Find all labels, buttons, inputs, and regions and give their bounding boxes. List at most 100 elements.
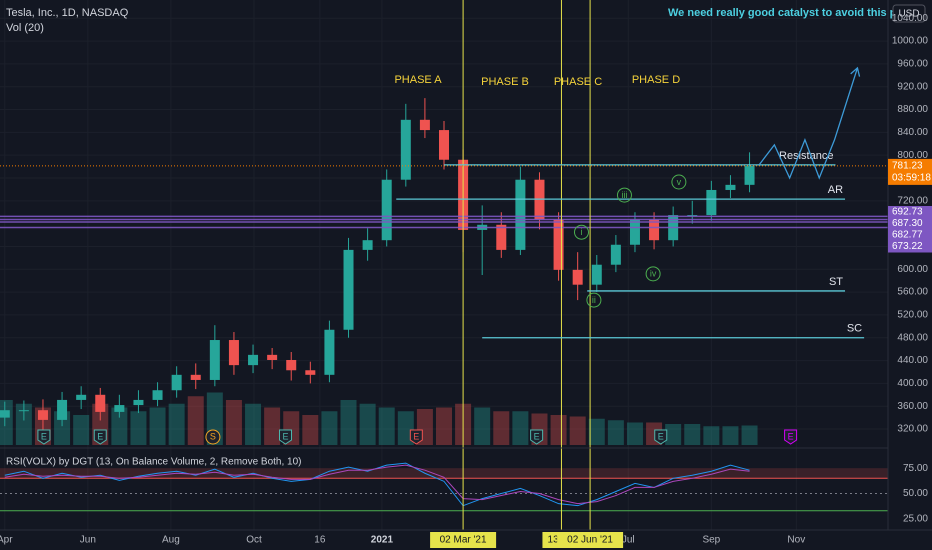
y-tick-label: 840.00: [897, 127, 928, 138]
x-tick-label: Oct: [246, 535, 262, 546]
event-label: E: [41, 431, 47, 441]
y-tick-label: 720.00: [897, 195, 928, 206]
volume-bar: [111, 407, 128, 445]
wave-marker: [616, 187, 632, 203]
last-price-tag: [888, 158, 932, 185]
candle-body: [687, 215, 698, 217]
volume-bar: [397, 411, 414, 445]
currency-box[interactable]: [892, 4, 926, 23]
candle-body: [152, 390, 163, 400]
y-tick-label: 600.00: [897, 264, 928, 275]
candle-body: [744, 166, 755, 185]
chart-title: Tesla, Inc., 1D, NASDAQ: [6, 7, 129, 19]
event-icon: [654, 429, 668, 445]
trend-label: ST: [829, 276, 843, 288]
volume-bar: [493, 411, 510, 445]
trend-label: SC: [847, 323, 862, 335]
event-label: E: [282, 431, 288, 441]
volume-bar: [474, 407, 491, 445]
level-tag: [888, 217, 932, 230]
candle-body: [725, 184, 736, 190]
note: We need really good catalyst to avoid th…: [668, 7, 901, 19]
candle-body: [209, 340, 220, 380]
candle-body: [57, 399, 68, 420]
volume-bar: [321, 411, 338, 445]
countdown-label: 03:59:18: [892, 173, 931, 184]
level-label: 687.30: [892, 218, 923, 229]
candle-body: [324, 329, 335, 375]
candle-body: [610, 244, 621, 265]
candle-body: [248, 354, 259, 366]
volume-bar: [703, 426, 720, 445]
level-tag: [888, 229, 932, 241]
volume-bar: [264, 407, 281, 445]
volume-bar: [741, 425, 758, 445]
volume-bar: [149, 407, 166, 445]
volume-bar: [359, 403, 376, 445]
candle-body: [381, 179, 392, 241]
x-tick-label: Nov: [787, 535, 805, 546]
volume-bar: [378, 407, 395, 445]
rsi-pane: [0, 462, 888, 512]
x-tick-label: 16: [314, 535, 326, 546]
volume-bar: [512, 411, 529, 445]
event-icon: [409, 429, 423, 445]
rsi-tick-label: 50.00: [903, 488, 928, 499]
wave-marker: [671, 174, 687, 190]
event-icon: [784, 429, 798, 445]
price-pane: [0, 98, 888, 445]
y-tick-label: 520.00: [897, 310, 928, 321]
rsi-line: [4, 462, 750, 507]
volume-bar: [168, 403, 185, 445]
wave-label: iv: [650, 269, 657, 279]
event-label: E: [788, 431, 794, 441]
candle-body: [190, 374, 201, 380]
candle-body: [228, 340, 239, 366]
wave-label: v: [677, 177, 682, 187]
event-label: E: [534, 431, 540, 441]
date-marker-label: 02 Mar '21: [440, 535, 487, 546]
candle-body: [37, 410, 48, 420]
wave-label: iii: [621, 190, 627, 200]
volume-bar: [225, 400, 242, 445]
currency[interactable]: USD: [898, 9, 919, 20]
last-price-label: 781.23: [892, 161, 923, 172]
event-label: E: [413, 431, 419, 441]
y-tick-label: 480.00: [897, 332, 928, 343]
candle-body: [305, 370, 316, 375]
candle-body: [133, 399, 144, 406]
y-tick-label: 920.00: [897, 81, 928, 92]
volume-bar: [245, 403, 262, 445]
candle-body: [591, 264, 602, 285]
y-tick-label: 960.00: [897, 59, 928, 70]
date-marker-label: 02 Jun '21: [567, 535, 613, 546]
event-icon: [37, 429, 51, 445]
event-icon: [205, 429, 221, 445]
candle-body: [649, 219, 660, 241]
candle-body: [18, 410, 29, 412]
volume-bar: [607, 420, 624, 445]
phase-label: PHASE A: [394, 74, 442, 86]
candle-body: [419, 119, 430, 131]
volume-bar: [684, 424, 701, 445]
wave-marker: [586, 292, 602, 308]
grid: [0, 0, 888, 530]
rsi-line: [4, 464, 750, 505]
x-tick-label: 2021: [371, 535, 394, 546]
event-label: E: [658, 431, 664, 441]
trend-label: Resistance: [779, 150, 833, 162]
phase-label: PHASE B: [481, 76, 529, 88]
candle-body: [0, 410, 10, 418]
candle-body: [439, 130, 449, 160]
x-tick-label: Sep: [702, 535, 720, 546]
wave-marker: [645, 266, 661, 282]
y-tick-label: 360.00: [897, 401, 928, 412]
rsi-tick-label: 75.00: [903, 463, 928, 474]
y-tick-label: 560.00: [897, 287, 928, 298]
volume-bar: [15, 403, 32, 445]
event-icon: [93, 429, 107, 445]
y-tick-label: 880.00: [897, 104, 928, 115]
x-tick-label: Aug: [162, 535, 180, 546]
